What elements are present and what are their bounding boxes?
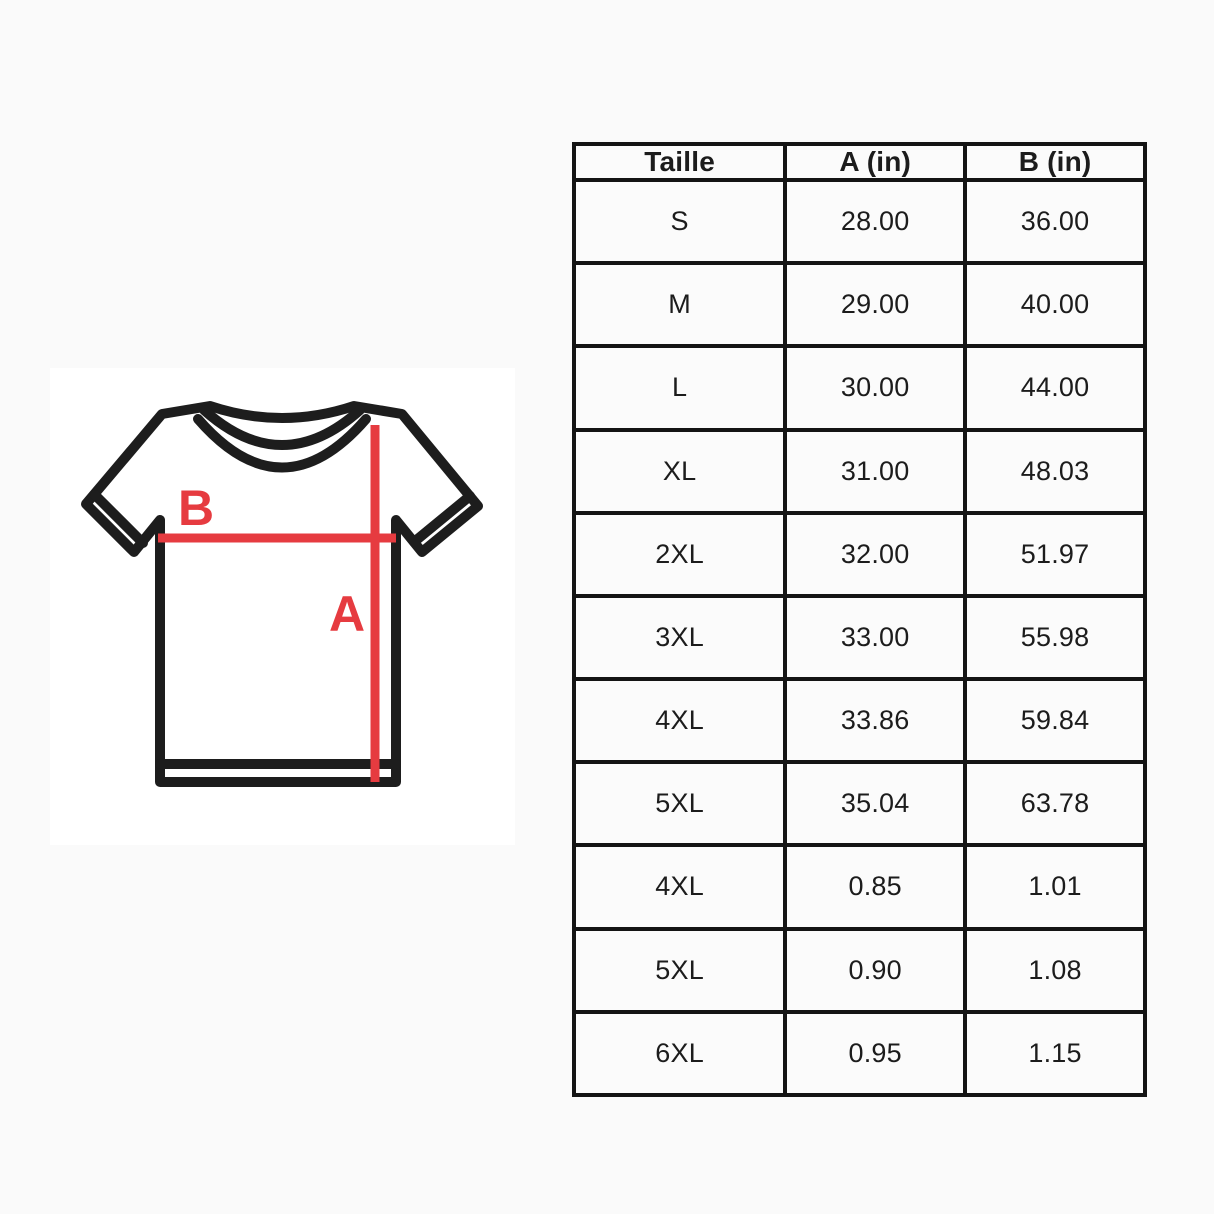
header-a-in: A (in) bbox=[783, 142, 968, 182]
table-row: 2XL 32.00 51.97 bbox=[571, 510, 1147, 598]
size-cell: 40.00 bbox=[963, 261, 1147, 349]
size-cell: 1.15 bbox=[963, 1009, 1147, 1098]
collar-opening-arc bbox=[199, 405, 365, 450]
size-cell: 51.97 bbox=[963, 510, 1147, 598]
table-row: XL 31.00 48.03 bbox=[571, 427, 1147, 515]
table-row: 5XL 0.90 1.08 bbox=[571, 926, 1147, 1014]
tshirt-diagram: B A bbox=[81, 401, 483, 787]
size-cell: 6XL bbox=[571, 1009, 788, 1098]
size-cell: 35.04 bbox=[783, 760, 968, 848]
size-cell: L bbox=[571, 344, 788, 432]
tshirt-body-path bbox=[81, 401, 483, 787]
size-cell: 4XL bbox=[571, 677, 788, 765]
size-cell: 4XL bbox=[571, 843, 788, 931]
size-cell: 5XL bbox=[571, 926, 788, 1014]
table-header-row: Taille A (in) B (in) bbox=[571, 142, 1147, 182]
tshirt-outline bbox=[81, 401, 483, 787]
size-table-body: S 28.00 36.00 M 29.00 40.00 L 30.00 44.00 XL 31.00… bbox=[571, 177, 1147, 1098]
table-row: 3XL 33.00 55.98 bbox=[571, 593, 1147, 682]
size-cell: 30.00 bbox=[783, 344, 968, 432]
size-cell: 33.00 bbox=[783, 593, 968, 682]
size-cell: 0.90 bbox=[783, 926, 968, 1014]
table-row: S 28.00 36.00 bbox=[571, 177, 1147, 266]
table-row: 4XL 0.85 1.01 bbox=[571, 843, 1147, 931]
measurement-lines bbox=[158, 425, 396, 782]
size-cell: 1.08 bbox=[963, 926, 1147, 1014]
right-cuff-line bbox=[409, 491, 475, 547]
size-cell: 29.00 bbox=[783, 261, 968, 349]
table-row: L 30.00 44.00 bbox=[571, 344, 1147, 432]
left-cuff-line bbox=[90, 490, 148, 548]
size-cell: 0.95 bbox=[783, 1009, 968, 1098]
size-cell: 44.00 bbox=[963, 344, 1147, 432]
size-cell: 55.98 bbox=[963, 593, 1147, 682]
size-cell: 33.86 bbox=[783, 677, 968, 765]
size-cell: 1.01 bbox=[963, 843, 1147, 931]
size-cell: S bbox=[571, 177, 788, 266]
collar-band-arc bbox=[193, 414, 371, 473]
table-row: 6XL 0.95 1.15 bbox=[571, 1009, 1147, 1098]
header-b-in: B (in) bbox=[963, 142, 1147, 182]
size-cell: XL bbox=[571, 427, 788, 515]
size-cell: 32.00 bbox=[783, 510, 968, 598]
table-row: M 29.00 40.00 bbox=[571, 261, 1147, 349]
size-cell: 31.00 bbox=[783, 427, 968, 515]
size-table: Taille A (in) B (in) S 28.00 36.00 M 29.00 40… bbox=[571, 142, 1147, 1098]
size-cell: 0.85 bbox=[783, 843, 968, 931]
tshirt-panel: B A bbox=[50, 368, 515, 845]
label-a: A bbox=[329, 586, 365, 642]
size-cell: M bbox=[571, 261, 788, 349]
size-cell: 59.84 bbox=[963, 677, 1147, 765]
size-cell: 5XL bbox=[571, 760, 788, 848]
table-row: 5XL 35.04 63.78 bbox=[571, 760, 1147, 848]
size-cell: 48.03 bbox=[963, 427, 1147, 515]
size-cell: 28.00 bbox=[783, 177, 968, 266]
label-b: B bbox=[178, 480, 214, 536]
size-cell: 36.00 bbox=[963, 177, 1147, 266]
header-taille: Taille bbox=[571, 142, 788, 182]
size-table-container: Taille A (in) B (in) S 28.00 36.00 M 29.00 40… bbox=[571, 142, 1147, 1098]
table-row: 4XL 33.86 59.84 bbox=[571, 677, 1147, 765]
size-cell: 63.78 bbox=[963, 760, 1147, 848]
size-cell: 3XL bbox=[571, 593, 788, 682]
size-cell: 2XL bbox=[571, 510, 788, 598]
